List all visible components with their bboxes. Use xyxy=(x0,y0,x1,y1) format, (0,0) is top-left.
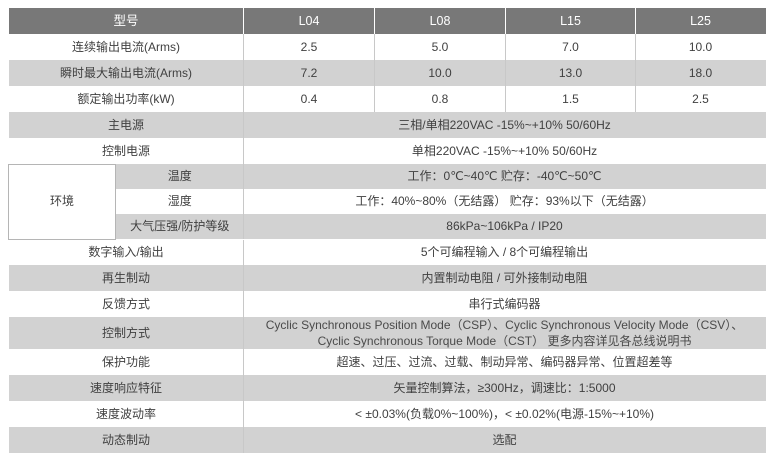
cell-value: 5.0 xyxy=(375,34,506,60)
header-model-l15: L15 xyxy=(506,8,636,34)
row-label-main-power: 主电源 xyxy=(9,112,244,138)
row-label-peak-current: 瞬时最大输出电流(Arms) xyxy=(9,60,244,86)
table-row-control-mode: 控制方式 Cyclic Synchronous Position Mode（CS… xyxy=(8,317,766,350)
table-header-row: 型号 L04 L08 L15 L25 xyxy=(8,8,766,34)
cell-value: 10.0 xyxy=(375,60,506,86)
cell-value-span: < ±0.03%(负载0%~100%)，< ±0.02%(电源-15%~+10%… xyxy=(355,407,654,422)
specification-table-container: 型号 L04 L08 L15 L25 连续输出电流(Arms) 2.5 5.0 … xyxy=(8,8,766,453)
table-row: 保护功能 超速、过压、过流、过载、制动异常、编码器异常、位置超差等 xyxy=(8,349,766,376)
table-row: 反馈方式 串行式编码器 xyxy=(8,291,766,317)
cell-value-control-mode: Cyclic Synchronous Position Mode（CSP）、Cy… xyxy=(244,317,766,349)
cell-value: 18.0 xyxy=(688,65,713,80)
row-label-protection: 保护功能 xyxy=(9,349,244,375)
cell-value-span: 矢量控制算法，≥300Hz，调速比：1:5000 xyxy=(393,381,616,396)
cell-value: 2.5 xyxy=(692,91,709,106)
sub-label-humidity: 湿度 xyxy=(115,189,244,214)
row-label-control-power: 控制电源 xyxy=(9,138,244,164)
header-model-label: 型号 xyxy=(9,8,244,34)
cell-value-span: 内置制动电阻 / 可外接制动电阻 xyxy=(421,270,588,285)
table-row-environment-temperature: 环境 温度 工作：0℃~40℃ 贮存：-40℃~50℃ xyxy=(8,163,766,240)
cell-value-span: 5个可编程输入 / 8个可编程输出 xyxy=(420,244,589,259)
cell-value-span: 工作：0℃~40℃ 贮存：-40℃~50℃ xyxy=(243,164,766,189)
table-row: 速度响应特征 矢量控制算法，≥300Hz，调速比：1:5000 xyxy=(8,375,766,402)
sub-label-pressure-protection: 大气压强/防护等级 xyxy=(115,214,244,239)
specification-table: 型号 L04 L08 L15 L25 连续输出电流(Arms) 2.5 5.0 … xyxy=(8,8,766,453)
sub-label-temperature: 温度 xyxy=(115,164,244,189)
row-label-feedback-type: 反馈方式 xyxy=(9,291,244,317)
table-row: 额定输出功率(kW) 0.4 0.8 1.5 2.5 xyxy=(8,86,766,112)
cell-value: 1.5 xyxy=(506,86,636,112)
table-row-environment-humidity: 湿度 工作：40%~80%（无结露） 贮存：93%以下（无结露） xyxy=(9,189,766,214)
cell-value: 7.0 xyxy=(506,34,636,60)
control-mode-line-1: Cyclic Synchronous Position Mode（CSP）、Cy… xyxy=(265,318,744,332)
cell-value-span: 选配 xyxy=(492,433,517,448)
cell-value: 13.0 xyxy=(506,60,636,86)
cell-value: 2.5 xyxy=(244,34,375,60)
row-label-control-mode: 控制方式 xyxy=(9,317,244,349)
table-row: 数字输入/输出 5个可编程输入 / 8个可编程输出 xyxy=(8,239,766,265)
cell-value-span: 超速、过压、过流、过载、制动异常、编码器异常、位置超差等 xyxy=(336,355,673,370)
table-row: 连续输出电流(Arms) 2.5 5.0 7.0 10.0 xyxy=(8,34,766,60)
header-model-l25: L25 xyxy=(690,13,711,28)
table-row-environment-pressure: 大气压强/防护等级 86kPa~106kPa / IP20 xyxy=(9,214,766,239)
cell-value: 10.0 xyxy=(688,39,713,54)
header-model-l08: L08 xyxy=(375,8,506,34)
row-label-speed-fluctuation: 速度波动率 xyxy=(9,401,244,427)
row-label-regenerative-braking: 再生制动 xyxy=(9,265,244,291)
table-row: 主电源 三相/单相220VAC -15%~+10% 50/60Hz xyxy=(8,112,766,138)
table-row: 速度波动率 < ±0.03%(负载0%~100%)，< ±0.02%(电源-15… xyxy=(8,401,766,428)
row-label-digital-io: 数字输入/输出 xyxy=(9,239,244,265)
table-row: 控制电源 单相220VAC -15%~+10% 50/60Hz xyxy=(8,138,766,164)
row-label-continuous-current: 连续输出电流(Arms) xyxy=(9,34,244,60)
row-label-speed-response: 速度响应特征 xyxy=(9,375,244,401)
cell-value-span: 86kPa~106kPa / IP20 xyxy=(243,214,766,239)
table-row: 动态制动 选配 xyxy=(8,427,766,453)
header-model-l04: L04 xyxy=(244,8,375,34)
cell-value: 0.8 xyxy=(375,86,506,112)
cell-value: 7.2 xyxy=(244,60,375,86)
row-label-environment: 环境 xyxy=(8,163,116,240)
row-label-rated-power: 额定输出功率(kW) xyxy=(9,86,244,112)
cell-value-span: 单相220VAC -15%~+10% 50/60Hz xyxy=(411,143,598,158)
table-row: 再生制动 内置制动电阻 / 可外接制动电阻 xyxy=(8,265,766,291)
cell-value-span: 工作：40%~80%（无结露） 贮存：93%以下（无结露） xyxy=(243,189,766,214)
cell-value-span: 串行式编码器 xyxy=(468,296,541,311)
cell-value: 0.4 xyxy=(244,86,375,112)
cell-value-span: 三相/单相220VAC -15%~+10% 50/60Hz xyxy=(398,117,611,132)
control-mode-line-2: Cyclic Synchronous Torque Mode（CST） 更多内容… xyxy=(317,334,692,349)
table-row: 瞬时最大输出电流(Arms) 7.2 10.0 13.0 18.0 xyxy=(8,60,766,86)
row-label-dynamic-braking: 动态制动 xyxy=(9,427,244,453)
